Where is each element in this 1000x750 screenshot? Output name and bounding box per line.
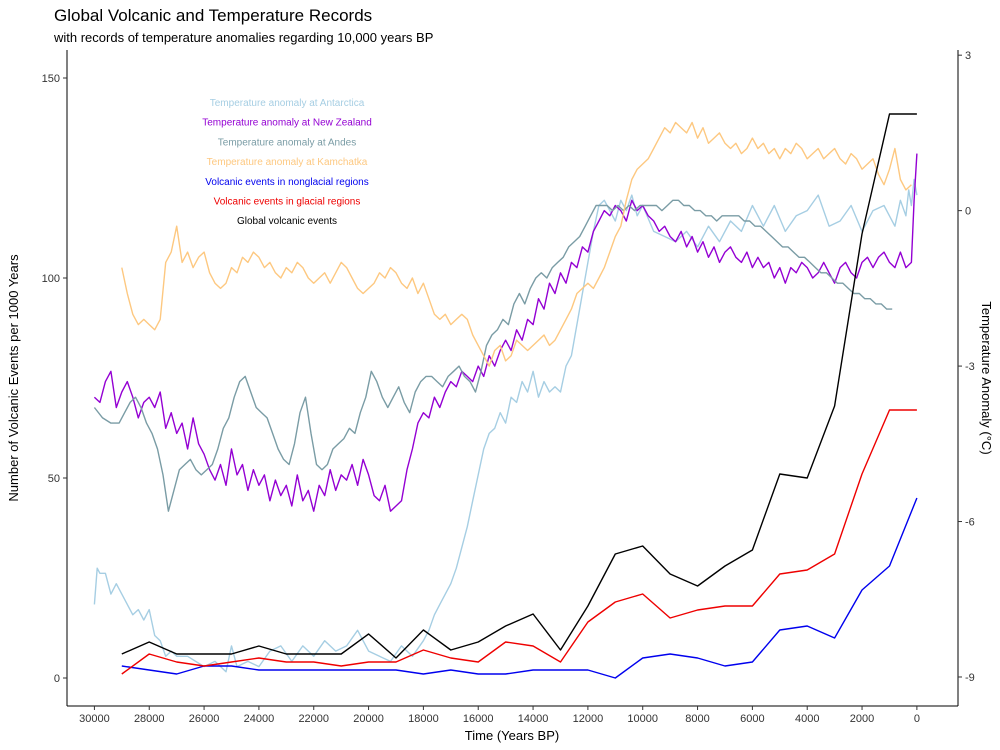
x-tick-label: 18000	[408, 713, 439, 725]
series-layer	[93, 113, 918, 679]
right-y-tick-label: 0	[965, 206, 971, 218]
right-y-axis-label: Temperature Anomaly (°C)	[979, 301, 994, 454]
legend-item-global-volcanic-events: Global volcanic events	[237, 216, 337, 227]
x-tick-label: 6000	[740, 713, 764, 725]
x-tick-label: 0	[914, 713, 920, 725]
x-tick-label: 22000	[298, 713, 329, 725]
legend-item-temperature-anomaly-at-antarctica: Temperature anomaly at Antarctica	[210, 98, 365, 109]
chart-subtitle: with records of temperature anomalies re…	[53, 30, 433, 45]
left-y-tick-label: 0	[54, 673, 60, 685]
right-y-tick-label: -6	[965, 517, 975, 529]
left-y-tick-label: 50	[48, 473, 60, 485]
x-tick-label: 16000	[463, 713, 494, 725]
x-ticks: 30000 28000 26000 24000 22000 20000 18000 16000…	[79, 706, 920, 725]
left-y-ticks: 0 50 100 150	[42, 73, 67, 685]
legend-item-temperature-anomaly-at-andes: Temperature anomaly at Andes	[218, 137, 356, 148]
x-tick-label: 12000	[573, 713, 604, 725]
series-line-temperature-anomaly-at-kamchatka	[121, 121, 912, 367]
left-y-tick-label: 150	[42, 73, 60, 85]
legend-item-volcanic-events-in-nonglacial-regions: Volcanic events in nonglacial regions	[205, 177, 368, 188]
x-tick-label: 28000	[134, 713, 165, 725]
x-tick-label: 4000	[795, 713, 819, 725]
left-y-axis-label: Number of Volcanic Events per 1000 Years	[6, 254, 21, 502]
right-y-ticks: -9 -6 -3 0 3	[958, 50, 975, 684]
x-tick-label: 30000	[79, 713, 110, 725]
x-tick-label: 14000	[518, 713, 549, 725]
x-axis-label: Time (Years BP)	[465, 728, 559, 743]
right-y-tick-label: -9	[965, 672, 975, 684]
legend: Temperature anomaly at Antarctica Tempera…	[202, 98, 372, 227]
series-line-volcanic-events-in-nonglacial-regions	[121, 497, 918, 679]
x-tick-label: 20000	[353, 713, 384, 725]
x-tick-label: 26000	[189, 713, 220, 725]
x-tick-label: 2000	[850, 713, 874, 725]
series-line-temperature-anomaly-at-antarctica	[93, 178, 918, 673]
legend-item-temperature-anomaly-at-kamchatka: Temperature anomaly at Kamchatka	[207, 157, 368, 168]
series-line-volcanic-events-in-glacial-regions	[121, 409, 917, 675]
series-line-global-volcanic-events	[121, 113, 917, 659]
x-tick-label: 10000	[627, 713, 658, 725]
legend-item-volcanic-events-in-glacial-regions: Volcanic events in glacial regions	[214, 197, 361, 208]
right-y-tick-label: -3	[965, 361, 975, 373]
x-tick-label: 24000	[244, 713, 275, 725]
series-line-temperature-anomaly-at-andes	[93, 199, 893, 512]
chart-title: Global Volcanic and Temperature Records	[54, 6, 372, 25]
right-y-tick-label: 3	[965, 50, 971, 62]
left-y-tick-label: 100	[42, 273, 60, 285]
legend-item-temperature-anomaly-at-new-zealand: Temperature anomaly at New Zealand	[202, 118, 372, 129]
x-tick-label: 8000	[685, 713, 709, 725]
series-line-temperature-anomaly-at-new-zealand	[93, 153, 918, 512]
